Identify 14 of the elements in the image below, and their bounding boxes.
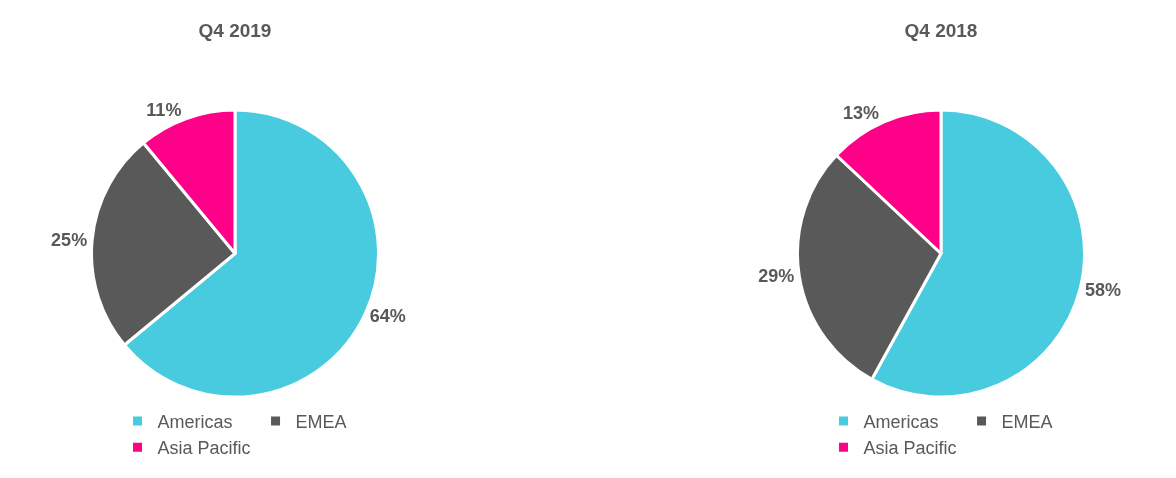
legend-label: Americas: [157, 411, 233, 432]
data-label: 29%: [758, 266, 795, 287]
legend-label: EMEA: [295, 411, 347, 432]
chart-title: Q4 2019: [198, 20, 272, 42]
legend-label: EMEA: [1001, 411, 1053, 432]
legend-label: Asia Pacific: [157, 438, 251, 459]
legend-label: Americas: [863, 411, 939, 432]
data-label: 11%: [146, 99, 182, 120]
data-label: 64%: [369, 306, 406, 327]
data-label: 58%: [1084, 279, 1122, 300]
chart-title: Q4 2018: [904, 20, 978, 42]
data-label: 13%: [842, 103, 880, 124]
legend-label: Asia Pacific: [863, 438, 957, 459]
data-label: 25%: [51, 229, 88, 250]
